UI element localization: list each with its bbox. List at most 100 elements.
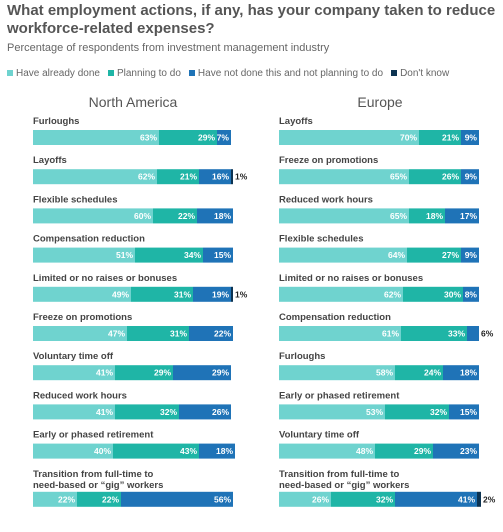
value-label-na-reduced-work-hours-have-already-d: 41% — [96, 407, 113, 417]
bar-eu-furloughs-have-not-done- — [443, 365, 479, 381]
bar-eu-transition-from-full-time-to-n-don-t-know — [477, 491, 481, 507]
category-label-eu-transition-from-full-time-to-n-line2: need-based or “gig” workers — [279, 480, 409, 491]
bar-na-layoffs-have-not-done- — [199, 169, 231, 185]
category-label-na-furloughs: Furloughs — [33, 116, 79, 127]
bar-eu-early-or-phased-retirement-have-not-done- — [449, 404, 479, 420]
value-label-eu-voluntary-time-off-have-already-d: 48% — [356, 446, 373, 456]
legend-item-dont-know: Don't know — [391, 68, 449, 79]
value-label-eu-freeze-on-promotions-have-already-d: 65% — [390, 172, 407, 182]
value-label-na-flexible-schedules-planning-to-do: 22% — [178, 211, 195, 221]
category-label-eu-voluntary-time-off: Voluntary time off — [279, 430, 360, 441]
value-label-eu-compensation-reduction-planning-to-do: 33% — [448, 329, 465, 339]
legend-label-not-planning: Have not done this and not planning to d… — [197, 67, 384, 79]
value-label-eu-compensation-reduction-have-already-d: 61% — [382, 329, 399, 339]
value-label-eu-compensation-reduction-have-not-done-: 6% — [481, 329, 494, 339]
value-label-na-compensation-reduction-planning-to-do: 34% — [184, 250, 201, 260]
category-label-eu-freeze-on-promotions: Freeze on promotions — [279, 155, 378, 166]
category-label-na-freeze-on-promotions: Freeze on promotions — [33, 312, 132, 323]
value-label-eu-early-or-phased-retirement-have-not-done-: 15% — [460, 407, 477, 417]
value-label-eu-early-or-phased-retirement-planning-to-do: 32% — [430, 407, 447, 417]
bar-na-transition-from-full-time-to-n-planning-to-do — [77, 491, 121, 507]
bar-eu-transition-from-full-time-to-n-have-already-d — [279, 491, 331, 507]
legend-label-planning: Planning to do — [116, 67, 181, 79]
value-label-eu-transition-from-full-time-to-n-planning-to-do: 32% — [376, 494, 393, 504]
bar-eu-flexible-schedules-have-not-done- — [461, 247, 479, 263]
bar-na-layoffs-planning-to-do — [157, 169, 199, 185]
value-label-na-furloughs-planning-to-do: 29% — [198, 133, 215, 143]
bar-eu-reduced-work-hours-planning-to-do — [409, 208, 445, 224]
category-label-eu-layoffs: Layoffs — [279, 116, 313, 127]
bar-na-freeze-on-promotions-have-already-d — [33, 326, 127, 341]
value-label-eu-furloughs-have-already-d: 58% — [376, 368, 393, 378]
bar-na-compensation-reduction-planning-to-do — [135, 247, 203, 263]
bar-na-reduced-work-hours-have-not-done- — [179, 404, 231, 420]
legend-item-planning: Planning to do — [107, 67, 181, 79]
bar-eu-layoffs-have-not-done- — [461, 130, 479, 145]
bar-eu-voluntary-time-off-planning-to-do — [375, 443, 433, 459]
value-label-na-limited-or-no-raises-or-bonuse-have-already-d: 49% — [112, 289, 129, 299]
category-label-eu-flexible-schedules: Flexible schedules — [279, 234, 363, 245]
bar-eu-layoffs-have-already-d — [279, 130, 419, 145]
value-label-na-flexible-schedules-have-already-d: 60% — [134, 211, 151, 221]
chart-subtitle: Percentage of respondents from investmen… — [7, 42, 330, 54]
value-label-na-early-or-phased-retirement-planning-to-do: 43% — [180, 446, 197, 456]
bar-eu-early-or-phased-retirement-planning-to-do — [385, 404, 449, 420]
category-label-eu-early-or-phased-retirement: Early or phased retirement — [279, 390, 400, 401]
legend-item-done: Have already done — [7, 68, 100, 79]
bar-eu-reduced-work-hours-have-already-d — [279, 208, 409, 224]
category-label-na-transition-from-full-time-to-n-line1: Transition from full-time to — [33, 469, 154, 480]
value-label-eu-furloughs-planning-to-do: 24% — [424, 368, 441, 378]
value-label-na-transition-from-full-time-to-n-have-not-done-: 56% — [214, 494, 231, 504]
bar-eu-compensation-reduction-have-not-done- — [467, 326, 479, 341]
bar-na-limited-or-no-raises-or-bonuse-have-already-d — [33, 286, 131, 302]
bar-eu-freeze-on-promotions-have-already-d — [279, 169, 409, 185]
bar-na-furloughs-have-not-done- — [217, 130, 231, 145]
value-label-na-transition-from-full-time-to-n-have-already-d: 22% — [58, 494, 75, 504]
region-title-europe: Europe — [357, 94, 403, 110]
bar-na-flexible-schedules-have-already-d — [33, 208, 153, 224]
value-label-na-freeze-on-promotions-planning-to-do: 31% — [170, 329, 187, 339]
bar-na-freeze-on-promotions-planning-to-do — [127, 326, 189, 341]
bar-eu-early-or-phased-retirement-have-already-d — [279, 404, 385, 420]
bar-eu-transition-from-full-time-to-n-have-not-done- — [395, 491, 477, 507]
value-label-eu-transition-from-full-time-to-n-have-already-d: 26% — [312, 494, 329, 504]
bar-eu-furloughs-have-already-d — [279, 365, 395, 381]
bar-eu-limited-or-no-raises-or-bonuse-planning-to-do — [403, 286, 463, 302]
legend: Have already done Planning to do Have no… — [7, 66, 457, 80]
legend-swatch-planning — [107, 70, 114, 76]
value-label-na-early-or-phased-retirement-have-not-done-: 18% — [216, 446, 233, 456]
value-label-na-furloughs-have-already-d: 63% — [140, 133, 157, 143]
value-label-na-layoffs-have-not-done-: 16% — [212, 172, 229, 182]
bar-na-early-or-phased-retirement-have-already-d — [33, 443, 113, 459]
bar-eu-compensation-reduction-planning-to-do — [401, 326, 467, 341]
value-label-eu-flexible-schedules-planning-to-do: 27% — [442, 250, 459, 260]
category-label-na-reduced-work-hours: Reduced work hours — [33, 390, 127, 401]
value-label-eu-reduced-work-hours-planning-to-do: 18% — [426, 211, 443, 221]
value-label-eu-layoffs-have-not-done-: 9% — [465, 133, 478, 143]
bar-eu-voluntary-time-off-have-already-d — [279, 443, 375, 459]
category-label-eu-transition-from-full-time-to-n-line1: Transition from full-time to — [279, 469, 400, 480]
value-label-na-compensation-reduction-have-not-done-: 15% — [214, 250, 231, 260]
value-label-na-compensation-reduction-have-already-d: 51% — [116, 250, 133, 260]
bar-eu-layoffs-planning-to-do — [419, 130, 461, 145]
legend-swatch-done — [7, 70, 13, 76]
value-label-eu-reduced-work-hours-have-not-done-: 17% — [460, 211, 477, 221]
value-label-na-voluntary-time-off-have-not-done-: 29% — [212, 368, 229, 378]
value-label-eu-transition-from-full-time-to-n-don-t-know: 2% — [483, 494, 496, 504]
bar-na-compensation-reduction-have-already-d — [33, 247, 135, 263]
category-label-na-voluntary-time-off: Voluntary time off — [33, 351, 114, 362]
bar-na-voluntary-time-off-have-already-d — [33, 365, 115, 381]
value-label-eu-furloughs-have-not-done-: 18% — [460, 368, 477, 378]
bar-eu-freeze-on-promotions-planning-to-do — [409, 169, 461, 185]
category-label-na-layoffs: Layoffs — [33, 155, 67, 166]
value-label-na-freeze-on-promotions-have-already-d: 47% — [108, 329, 125, 339]
value-label-na-flexible-schedules-have-not-done-: 18% — [214, 211, 231, 221]
bar-na-transition-from-full-time-to-n-have-already-d — [33, 491, 77, 507]
value-label-na-voluntary-time-off-planning-to-do: 29% — [154, 368, 171, 378]
bar-eu-reduced-work-hours-have-not-done- — [445, 208, 479, 224]
value-label-eu-flexible-schedules-have-not-done-: 9% — [465, 250, 478, 260]
bar-eu-transition-from-full-time-to-n-planning-to-do — [331, 491, 395, 507]
value-label-eu-limited-or-no-raises-or-bonuse-have-not-done-: 8% — [465, 289, 478, 299]
value-label-na-layoffs-have-already-d: 62% — [138, 172, 155, 182]
